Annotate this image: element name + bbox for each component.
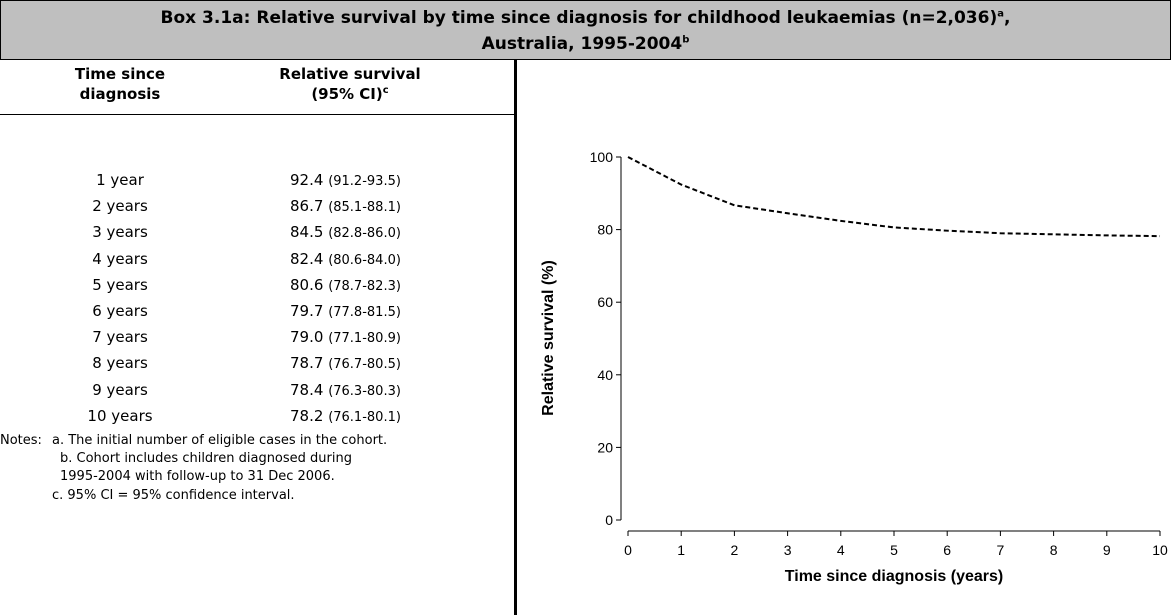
survival-cell: 78.7 (76.7-80.5)	[290, 353, 401, 375]
time-cell: 5 years	[92, 275, 148, 294]
header-rule	[0, 114, 515, 115]
y-tick-label: 60	[597, 294, 613, 310]
x-tick-label: 1	[677, 542, 685, 558]
footnote-marker: c	[382, 85, 389, 96]
survival-cell: 79.7 (77.8-81.5)	[290, 301, 401, 323]
cell-text: (77.8-81.5)	[328, 305, 401, 320]
cell-text: 80.6	[290, 275, 324, 294]
survival-cell: 84.5 (82.8-86.0)	[290, 222, 401, 244]
title: Australia, 1995-2004	[481, 34, 683, 54]
cell-text: (80.6-84.0)	[328, 252, 401, 268]
y-tick-label: 20	[597, 439, 613, 455]
survival-cell: 86.7 (85.1-88.1)	[290, 196, 401, 218]
note-item: 1995-2004 with follow-up to 31 Dec 2006.	[60, 469, 335, 484]
x-tick-label: 9	[1103, 542, 1111, 558]
x-tick-label: 5	[890, 542, 898, 558]
y-tick-label: 80	[597, 222, 613, 238]
note-item: a. The initial number of eligible cases …	[52, 433, 388, 448]
divider	[514, 60, 517, 615]
note-item: c. 95% CI = 95% confidence interval.	[52, 488, 295, 503]
footnote-marker: a	[997, 8, 1004, 20]
title: ,	[1003, 8, 1011, 28]
header-text: diagnosis	[79, 85, 161, 103]
cell-text: (76.7-80.5)	[328, 357, 401, 373]
title-bar: Box 3.1a: Relative survival by time sinc…	[0, 0, 1171, 60]
time-cell: 1 year	[96, 171, 144, 189]
notes-label: Notes:	[0, 433, 42, 448]
x-tick-label: 7	[997, 542, 1005, 558]
x-tick-label: 3	[784, 542, 792, 558]
cell-text: (91.2-93.5)	[328, 174, 401, 189]
survival-cell: 78.4 (76.3-80.3)	[290, 380, 401, 402]
cell-text: 82.4	[290, 249, 324, 268]
header-text: Relative survival	[279, 65, 421, 83]
y-tick-label: 0	[605, 512, 613, 528]
survival-cell: 78.2 (76.1-80.1)	[290, 406, 401, 428]
cell-text: (77.1-80.9)	[328, 331, 401, 347]
x-tick-label: 0	[624, 542, 632, 558]
time-cell: 10 years	[87, 406, 153, 425]
y-tick-label: 100	[590, 149, 614, 165]
survival-cell: 92.4 (91.2-93.5)	[290, 170, 401, 192]
cell-text: 78.7	[290, 354, 324, 373]
cell-text: 79.0	[290, 328, 324, 347]
cell-text: 78.4	[290, 380, 324, 399]
cell-text: 79.7	[290, 302, 324, 320]
survival-cell: 79.0 (77.1-80.9)	[290, 327, 401, 349]
x-tick-label: 4	[837, 542, 845, 558]
cell-text: (82.8-86.0)	[328, 226, 401, 242]
time-cell: 6 years	[92, 302, 148, 320]
time-cell: 4 years	[92, 249, 148, 268]
cell-text: 84.5	[290, 223, 324, 242]
x-tick-label: 6	[943, 542, 951, 558]
x-tick-label: 10	[1152, 542, 1168, 558]
survival-cell: 82.4 (80.6-84.0)	[290, 249, 401, 271]
x-tick-label: 8	[1050, 542, 1058, 558]
header-text: (95% CI)	[311, 85, 383, 103]
cell-text: 86.7	[290, 197, 324, 216]
survival-cell: 80.6 (78.7-82.3)	[290, 275, 401, 297]
cell-text: (76.3-80.3)	[328, 383, 401, 399]
time-cell: 7 years	[92, 328, 148, 347]
cell-text: (78.7-82.3)	[328, 278, 401, 294]
x-axis-label: Time since diagnosis (years)	[785, 568, 1003, 585]
time-cell: 8 years	[92, 354, 148, 373]
cell-text: (76.1-80.1)	[328, 409, 401, 425]
cell-text: (85.1-88.1)	[328, 200, 401, 216]
header-text: Time since	[74, 65, 166, 83]
note-item: b. Cohort includes children diagnosed du…	[60, 451, 352, 466]
y-tick-label: 40	[597, 367, 613, 383]
title: Box 3.1a: Relative survival by time sinc…	[160, 8, 998, 28]
y-axis-label: Relative survival (%)	[540, 260, 557, 416]
cell-text: 78.2	[290, 406, 324, 425]
x-tick-label: 2	[731, 542, 739, 558]
time-cell: 9 years	[92, 380, 148, 399]
time-cell: 3 years	[92, 223, 148, 242]
line	[627, 156, 1161, 238]
column-header: Time since diagnosis	[30, 64, 210, 104]
column-header: Relative survival (95% CI)c	[250, 64, 450, 104]
time-cell: 2 years	[92, 197, 148, 216]
cell-text: 92.4	[290, 171, 324, 189]
footnote-marker: b	[682, 34, 690, 46]
